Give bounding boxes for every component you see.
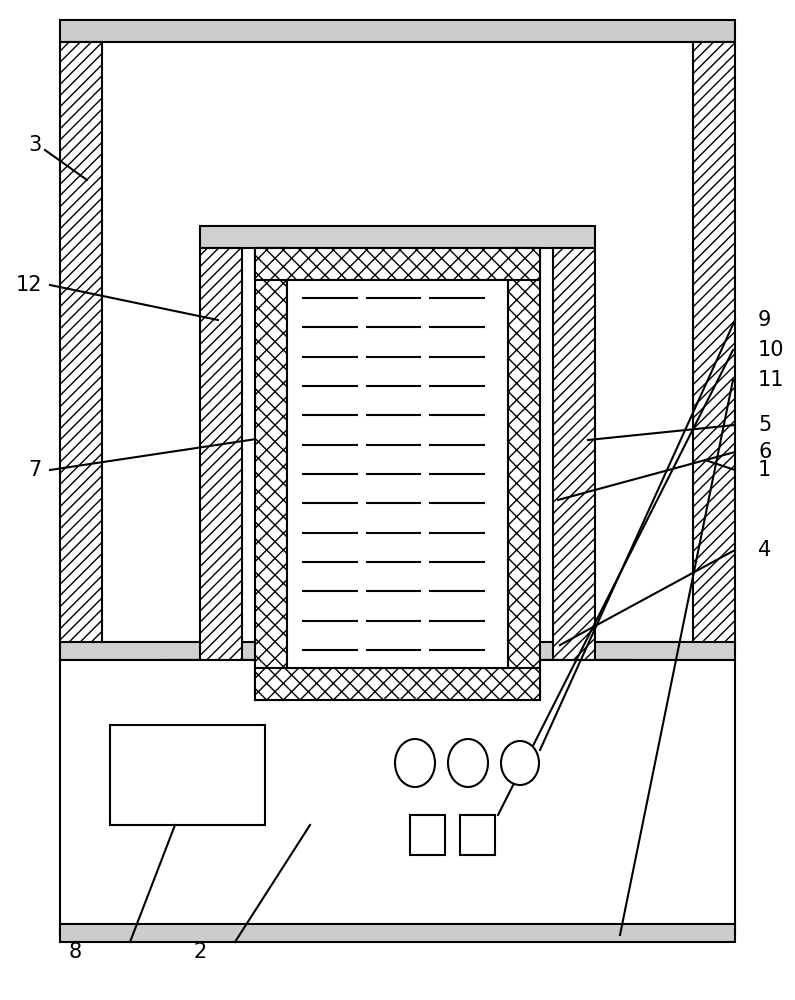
Text: 6: 6 [758,442,771,462]
Text: 10: 10 [758,340,785,360]
Bar [200,226,595,248]
Bar [255,668,540,700]
Bar [553,248,595,660]
Bar [200,248,242,660]
Text: 8: 8 [68,942,82,962]
Bar [255,248,540,280]
Bar [693,42,735,645]
Bar [60,924,735,942]
Text: 3: 3 [29,135,42,155]
Bar [60,642,735,660]
Text: 11: 11 [758,370,785,390]
Bar [460,815,495,855]
Ellipse shape [501,741,539,785]
Bar [60,660,735,935]
Text: 5: 5 [758,415,771,435]
Bar [255,248,287,700]
Bar [410,815,445,855]
Ellipse shape [448,739,488,787]
Text: 1: 1 [758,460,771,480]
Bar [110,725,265,825]
Text: 7: 7 [29,460,42,480]
Text: 12: 12 [15,275,42,295]
Bar [165,660,630,732]
Bar [60,42,102,645]
Bar [60,20,735,42]
Ellipse shape [395,739,435,787]
Text: 4: 4 [758,540,771,560]
Bar [287,280,508,668]
Text: 9: 9 [758,310,771,330]
Bar [508,248,540,700]
Text: 2: 2 [193,942,207,962]
